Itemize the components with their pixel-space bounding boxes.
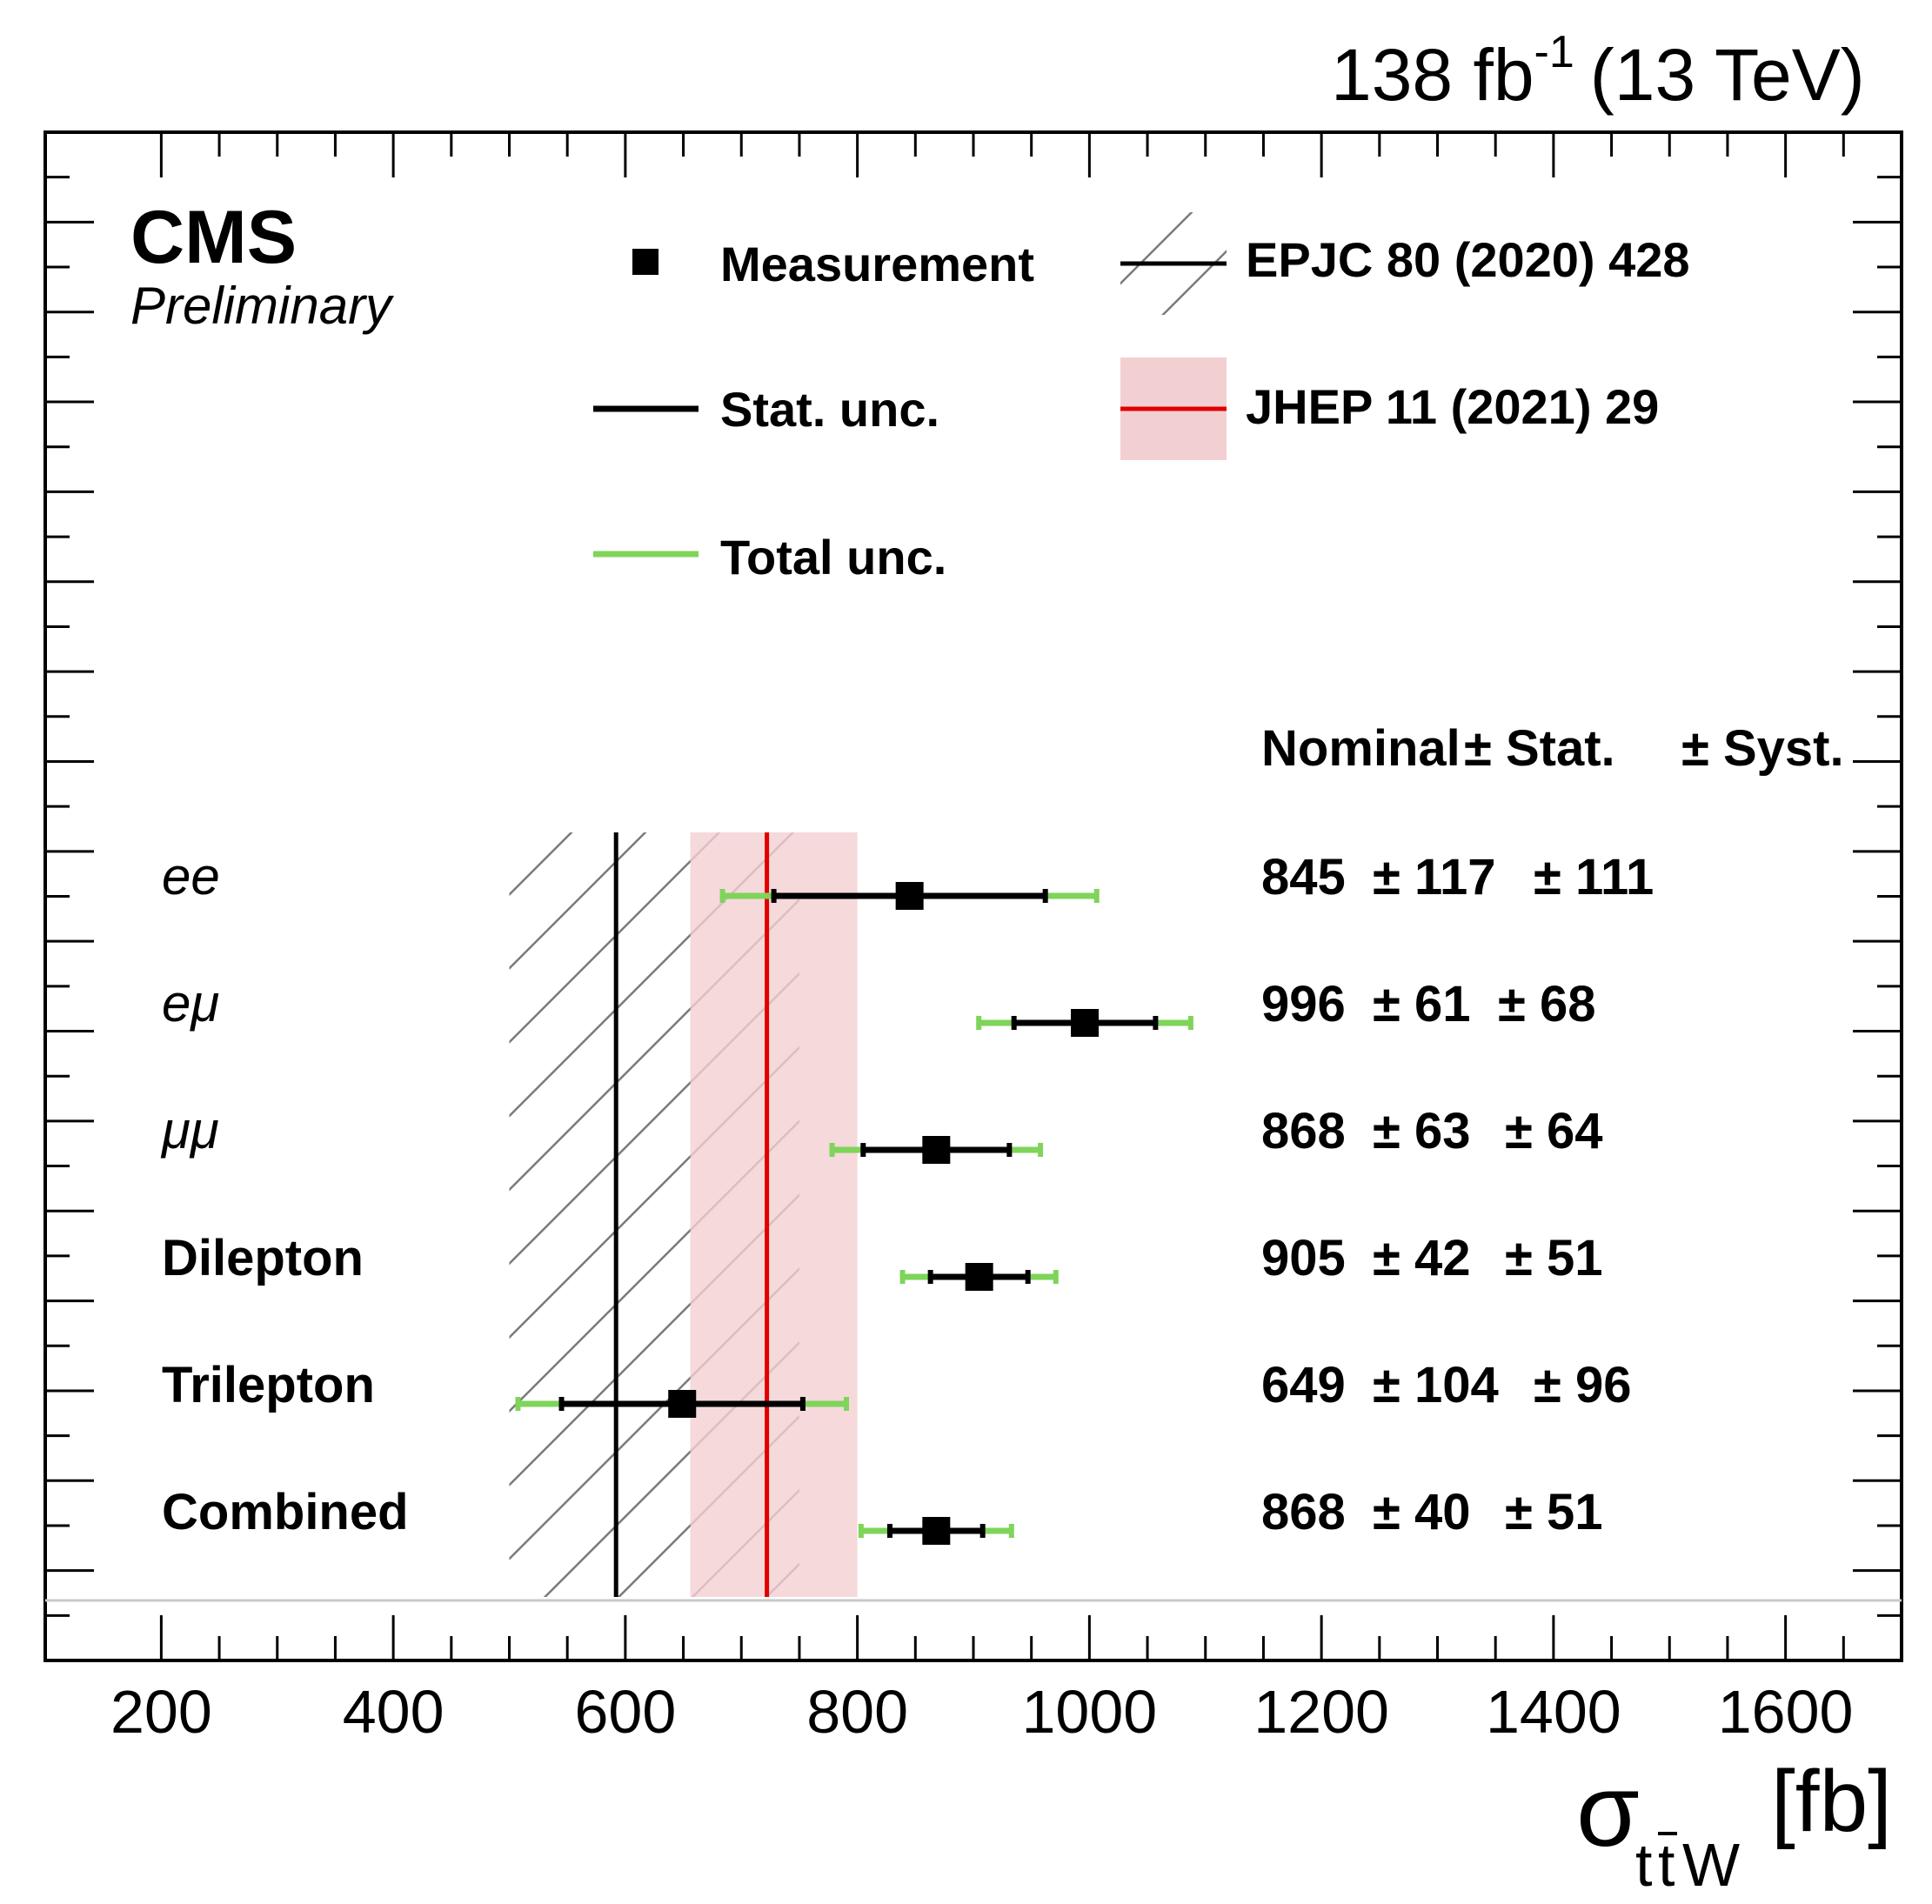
legend-pred1-label: EPJC 80 (2020) 428 bbox=[1246, 232, 1690, 287]
x-axis-title: σ t t W [fb] bbox=[1576, 1753, 1892, 1899]
table-header: Nominal ± Stat. ± Syst. bbox=[1261, 720, 1844, 777]
legend-total-label: Total unc. bbox=[720, 530, 946, 585]
measurement-mumu bbox=[829, 1136, 1044, 1164]
row-label-dilepton: Dilepton bbox=[162, 1230, 364, 1286]
experiment-status: Preliminary bbox=[130, 277, 395, 335]
row-syst-emu: ± 68 bbox=[1498, 976, 1595, 1032]
legend-pred1-swatch bbox=[1120, 212, 1227, 315]
row-stat-trilepton: ± 104 bbox=[1373, 1357, 1499, 1413]
row-syst-mumu: ± 64 bbox=[1505, 1103, 1602, 1159]
row-stat-mumu: ± 63 bbox=[1373, 1103, 1470, 1159]
row-nominal-ee: 845 bbox=[1261, 849, 1346, 905]
predictions-layer bbox=[509, 832, 858, 1597]
measurement-ee bbox=[719, 882, 1100, 910]
legend-pred2-swatch bbox=[1120, 357, 1227, 460]
legend-stat-label: Stat. unc. bbox=[720, 382, 939, 437]
row-nominal-dilepton: 905 bbox=[1261, 1230, 1346, 1286]
measurement-rows: ee eμ μμ Dilepton Trilepton Combined 845… bbox=[160, 847, 1654, 1540]
measurements-layer bbox=[515, 882, 1193, 1545]
measurement-marker-ee bbox=[895, 882, 924, 910]
row-syst-dilepton: ± 51 bbox=[1505, 1230, 1602, 1286]
measurement-marker-trilepton bbox=[668, 1390, 697, 1418]
x-axis-title-symbol: σ bbox=[1576, 1754, 1640, 1868]
x-axis-title-sub-w: W bbox=[1682, 1831, 1740, 1899]
legend-pred2-label: JHEP 11 (2021) 29 bbox=[1246, 379, 1659, 434]
x-tick-label-1000: 1000 bbox=[1022, 1678, 1158, 1746]
legend: Measurement Stat. unc. Total unc. EPJC 8… bbox=[593, 212, 1690, 585]
row-nominal-combined: 868 bbox=[1261, 1484, 1346, 1540]
row-label-combined: Combined bbox=[162, 1484, 409, 1540]
x-tick-label-400: 400 bbox=[343, 1678, 445, 1746]
row-stat-dilepton: ± 42 bbox=[1373, 1230, 1470, 1286]
x-tick-label-200: 200 bbox=[110, 1678, 212, 1746]
row-syst-trilepton: ± 96 bbox=[1534, 1357, 1631, 1413]
luminosity-label: 138 fb-1 (13 TeV) bbox=[1331, 27, 1865, 116]
row-label-mumu: μμ bbox=[160, 1101, 219, 1159]
row-label-ee: ee bbox=[162, 847, 220, 905]
x-tick-label-1200: 1200 bbox=[1253, 1678, 1389, 1746]
x-axis-title-unit: [fb] bbox=[1771, 1753, 1892, 1850]
header-stat: ± Stat. bbox=[1464, 720, 1615, 777]
measurement-marker-mumu bbox=[922, 1136, 951, 1164]
legend-measurement-label: Measurement bbox=[720, 237, 1034, 291]
row-nominal-mumu: 868 bbox=[1261, 1103, 1346, 1159]
legend-measurement-marker bbox=[632, 249, 658, 275]
x-tick-label-800: 800 bbox=[806, 1678, 908, 1746]
experiment-name: CMS bbox=[130, 196, 297, 279]
x-tick-label-600: 600 bbox=[574, 1678, 676, 1746]
measurement-marker-emu bbox=[1071, 1009, 1100, 1037]
measurement-combined bbox=[858, 1517, 1014, 1545]
row-nominal-emu: 996 bbox=[1261, 976, 1346, 1032]
x-axis-title-sub-t1: t bbox=[1635, 1831, 1652, 1899]
row-stat-combined: ± 40 bbox=[1373, 1484, 1470, 1540]
measurement-marker-combined bbox=[922, 1517, 951, 1545]
axis-tick-labels: 200 400 600 800 1000 1200 1400 1600 bbox=[110, 1678, 1854, 1746]
prediction-jhep-band bbox=[690, 832, 858, 1597]
measurement-marker-dilepton bbox=[965, 1263, 993, 1291]
header-nominal: Nominal bbox=[1261, 720, 1461, 777]
x-tick-label-1600: 1600 bbox=[1718, 1678, 1854, 1746]
row-label-trilepton: Trilepton bbox=[162, 1357, 375, 1413]
measurement-dilepton bbox=[899, 1263, 1059, 1291]
measurement-emu bbox=[976, 1009, 1193, 1037]
header-syst: ± Syst. bbox=[1681, 720, 1844, 777]
x-axis-title-sub-t2: t bbox=[1658, 1831, 1675, 1899]
row-stat-ee: ± 117 bbox=[1373, 849, 1496, 905]
x-tick-label-1400: 1400 bbox=[1486, 1678, 1621, 1746]
row-nominal-trilepton: 649 bbox=[1261, 1357, 1346, 1413]
row-label-emu: eμ bbox=[162, 974, 219, 1032]
measurement-trilepton bbox=[515, 1390, 850, 1418]
axis-ticks bbox=[45, 130, 1903, 1662]
row-syst-combined: ± 51 bbox=[1505, 1484, 1602, 1540]
row-stat-emu: ± 61 bbox=[1373, 976, 1470, 1032]
row-syst-ee: ± 111 bbox=[1534, 849, 1654, 905]
